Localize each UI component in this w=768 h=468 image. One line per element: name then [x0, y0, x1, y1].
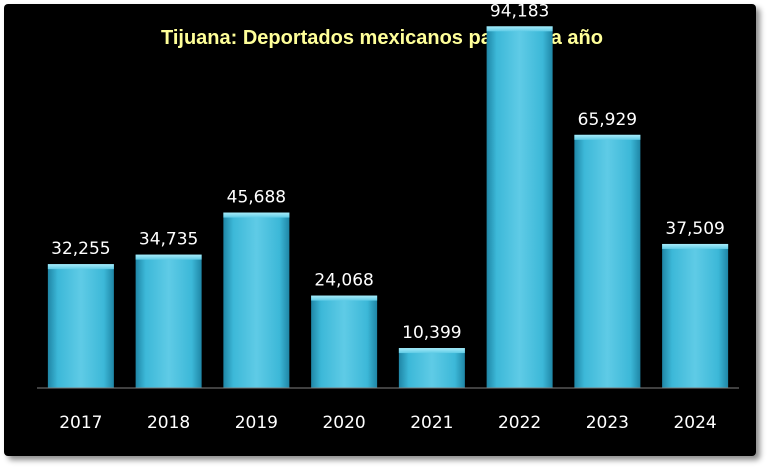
bar-2023 — [574, 134, 641, 388]
bar-2020 — [311, 295, 378, 388]
bar-body — [574, 134, 641, 388]
data-label-2021: 10,399 — [402, 323, 461, 343]
bar-top-bevel — [574, 134, 641, 140]
bar-2018 — [135, 254, 202, 388]
data-label-2022: 94,183 — [490, 4, 549, 21]
bar-top-bevel — [135, 254, 202, 260]
bar-body — [47, 264, 114, 388]
bar-body — [135, 254, 202, 388]
bar-2017 — [47, 264, 114, 388]
bar-body — [398, 348, 465, 388]
data-label-2018: 34,735 — [139, 230, 198, 250]
chart-frame: Tijuana: Deportados mexicanos para cada … — [4, 4, 756, 456]
x-tick-label-2017: 2017 — [59, 413, 102, 433]
x-tick-label-2019: 2019 — [235, 413, 278, 433]
bar-top-bevel — [398, 348, 465, 354]
x-tick-label-2020: 2020 — [322, 413, 365, 433]
bar-top-bevel — [311, 295, 378, 301]
bar-chart: Tijuana: Deportados mexicanos para cada … — [37, 4, 739, 433]
data-label-2024: 37,509 — [665, 219, 724, 239]
bar-top-bevel — [486, 26, 553, 32]
x-tick-label-2023: 2023 — [586, 413, 629, 433]
bar-top-bevel — [662, 243, 729, 249]
data-label-2023: 65,929 — [578, 110, 637, 130]
x-tick-label-2021: 2021 — [410, 413, 453, 433]
x-tick-label-2024: 2024 — [673, 413, 716, 433]
data-label-2020: 24,068 — [314, 271, 373, 291]
bar-body — [223, 212, 290, 388]
bar-body — [486, 26, 553, 388]
x-tick-label-2022: 2022 — [498, 413, 541, 433]
bar-2021 — [398, 348, 465, 388]
bar-top-bevel — [223, 212, 290, 218]
x-tick-label-2018: 2018 — [147, 413, 190, 433]
bar-body — [662, 243, 729, 388]
bar-body — [311, 295, 378, 388]
bars-layer — [47, 26, 729, 388]
bar-2024 — [662, 243, 729, 388]
labels-layer: 32,255 2017 34,735 2018 45,688 2019 24,068 2020… — [51, 4, 725, 433]
bar-2022 — [486, 26, 553, 388]
bar-top-bevel — [47, 264, 114, 270]
data-label-2019: 45,688 — [227, 188, 286, 208]
data-label-2017: 32,255 — [51, 239, 110, 259]
bar-2019 — [223, 212, 290, 388]
